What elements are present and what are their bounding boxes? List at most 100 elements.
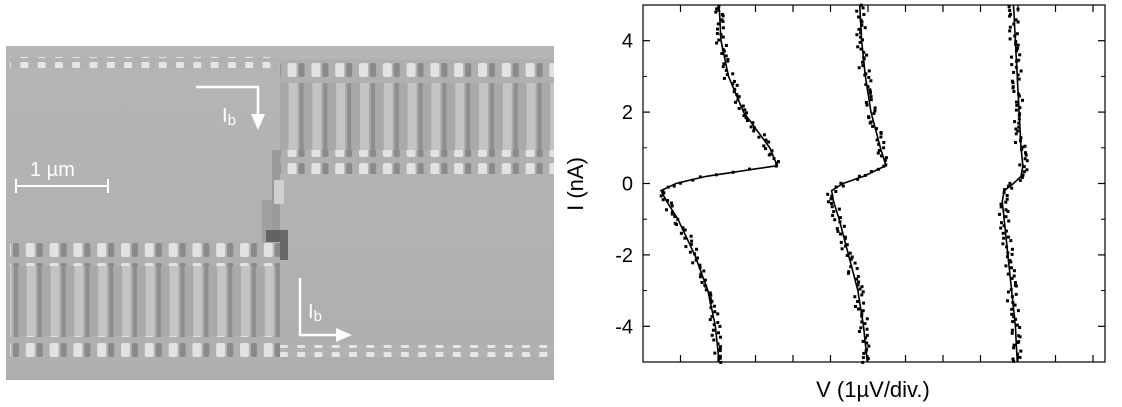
data-point — [698, 266, 702, 269]
data-point — [1014, 127, 1018, 131]
data-point — [866, 85, 870, 89]
data-point — [1010, 331, 1014, 335]
data-point — [1010, 328, 1014, 332]
y-tick-label: -4 — [615, 316, 633, 338]
data-point — [1025, 168, 1029, 172]
data-point — [860, 285, 864, 289]
series-2 — [826, 3, 888, 364]
data-point — [1004, 200, 1008, 204]
data-point — [1015, 100, 1018, 104]
data-point — [859, 18, 863, 22]
data-point — [865, 341, 869, 345]
data-point — [1018, 326, 1022, 329]
data-point — [689, 234, 693, 238]
data-point — [1016, 352, 1020, 356]
data-point — [1018, 53, 1022, 57]
data-point — [873, 106, 877, 110]
data-point — [715, 32, 719, 35]
data-point — [879, 135, 883, 139]
data-point — [832, 210, 836, 214]
data-point — [836, 230, 840, 233]
data-point — [722, 62, 726, 66]
data-point — [856, 45, 860, 49]
y-tick-label: -2 — [615, 245, 633, 267]
data-point — [721, 48, 725, 52]
data-point — [1008, 37, 1012, 41]
data-point — [775, 161, 779, 165]
data-point — [861, 339, 865, 343]
y-tick-label: 0 — [622, 174, 633, 196]
data-point — [1017, 117, 1021, 121]
data-point — [1012, 346, 1016, 350]
data-point — [712, 323, 716, 327]
data-point — [1004, 229, 1008, 233]
data-point — [708, 318, 712, 322]
data-point — [693, 252, 697, 256]
data-point — [1010, 55, 1013, 59]
data-point — [715, 41, 719, 45]
data-point — [1014, 42, 1018, 46]
data-point — [1014, 65, 1018, 69]
data-point — [859, 35, 863, 39]
data-point — [1021, 145, 1025, 149]
data-point — [869, 170, 873, 174]
data-point — [863, 26, 867, 30]
data-point — [691, 178, 695, 182]
data-point — [774, 164, 778, 168]
data-point — [1013, 34, 1017, 38]
data-point — [1025, 159, 1029, 163]
data-point — [710, 315, 714, 318]
data-point — [839, 181, 843, 185]
data-point — [882, 146, 886, 150]
data-point — [1011, 301, 1015, 305]
data-point — [857, 15, 860, 19]
data-point — [834, 190, 838, 193]
data-point — [743, 108, 747, 112]
data-point — [684, 245, 688, 249]
data-point — [737, 95, 741, 99]
data-point — [724, 68, 728, 72]
data-point — [768, 152, 772, 156]
data-point — [734, 100, 737, 104]
data-point — [718, 354, 722, 358]
data-point — [1015, 323, 1019, 327]
data-point — [877, 142, 881, 146]
data-point — [751, 121, 755, 125]
data-point — [1020, 148, 1024, 152]
data-point — [869, 120, 873, 124]
data-point — [865, 53, 869, 57]
data-point — [1017, 334, 1021, 338]
y-tick-label: 2 — [622, 102, 633, 124]
data-point — [860, 314, 864, 318]
data-point — [770, 149, 774, 153]
data-point — [882, 141, 886, 144]
data-point — [1014, 281, 1017, 284]
top-right-teeth-upper — [280, 59, 554, 83]
data-point — [863, 322, 867, 326]
data-point — [883, 158, 887, 162]
data-point — [777, 160, 780, 164]
data-point — [869, 90, 872, 94]
data-point — [1015, 59, 1019, 63]
data-point — [863, 174, 867, 177]
data-point — [869, 95, 873, 99]
data-point — [1013, 120, 1017, 124]
data-point — [726, 58, 730, 61]
data-point — [1020, 176, 1024, 179]
data-point — [731, 72, 735, 76]
data-point — [862, 301, 866, 305]
data-point — [1001, 231, 1005, 235]
data-point — [764, 138, 768, 142]
data-point — [720, 52, 724, 55]
junction-strip — [272, 150, 280, 270]
data-point — [714, 173, 718, 177]
data-point — [862, 351, 866, 355]
data-point — [1001, 242, 1005, 246]
data-point — [1005, 255, 1009, 259]
data-point — [859, 47, 863, 51]
data-point — [853, 261, 857, 265]
data-point — [724, 54, 728, 58]
data-point — [1015, 103, 1019, 107]
data-point — [1010, 247, 1014, 251]
top-right-stripes — [280, 83, 554, 150]
